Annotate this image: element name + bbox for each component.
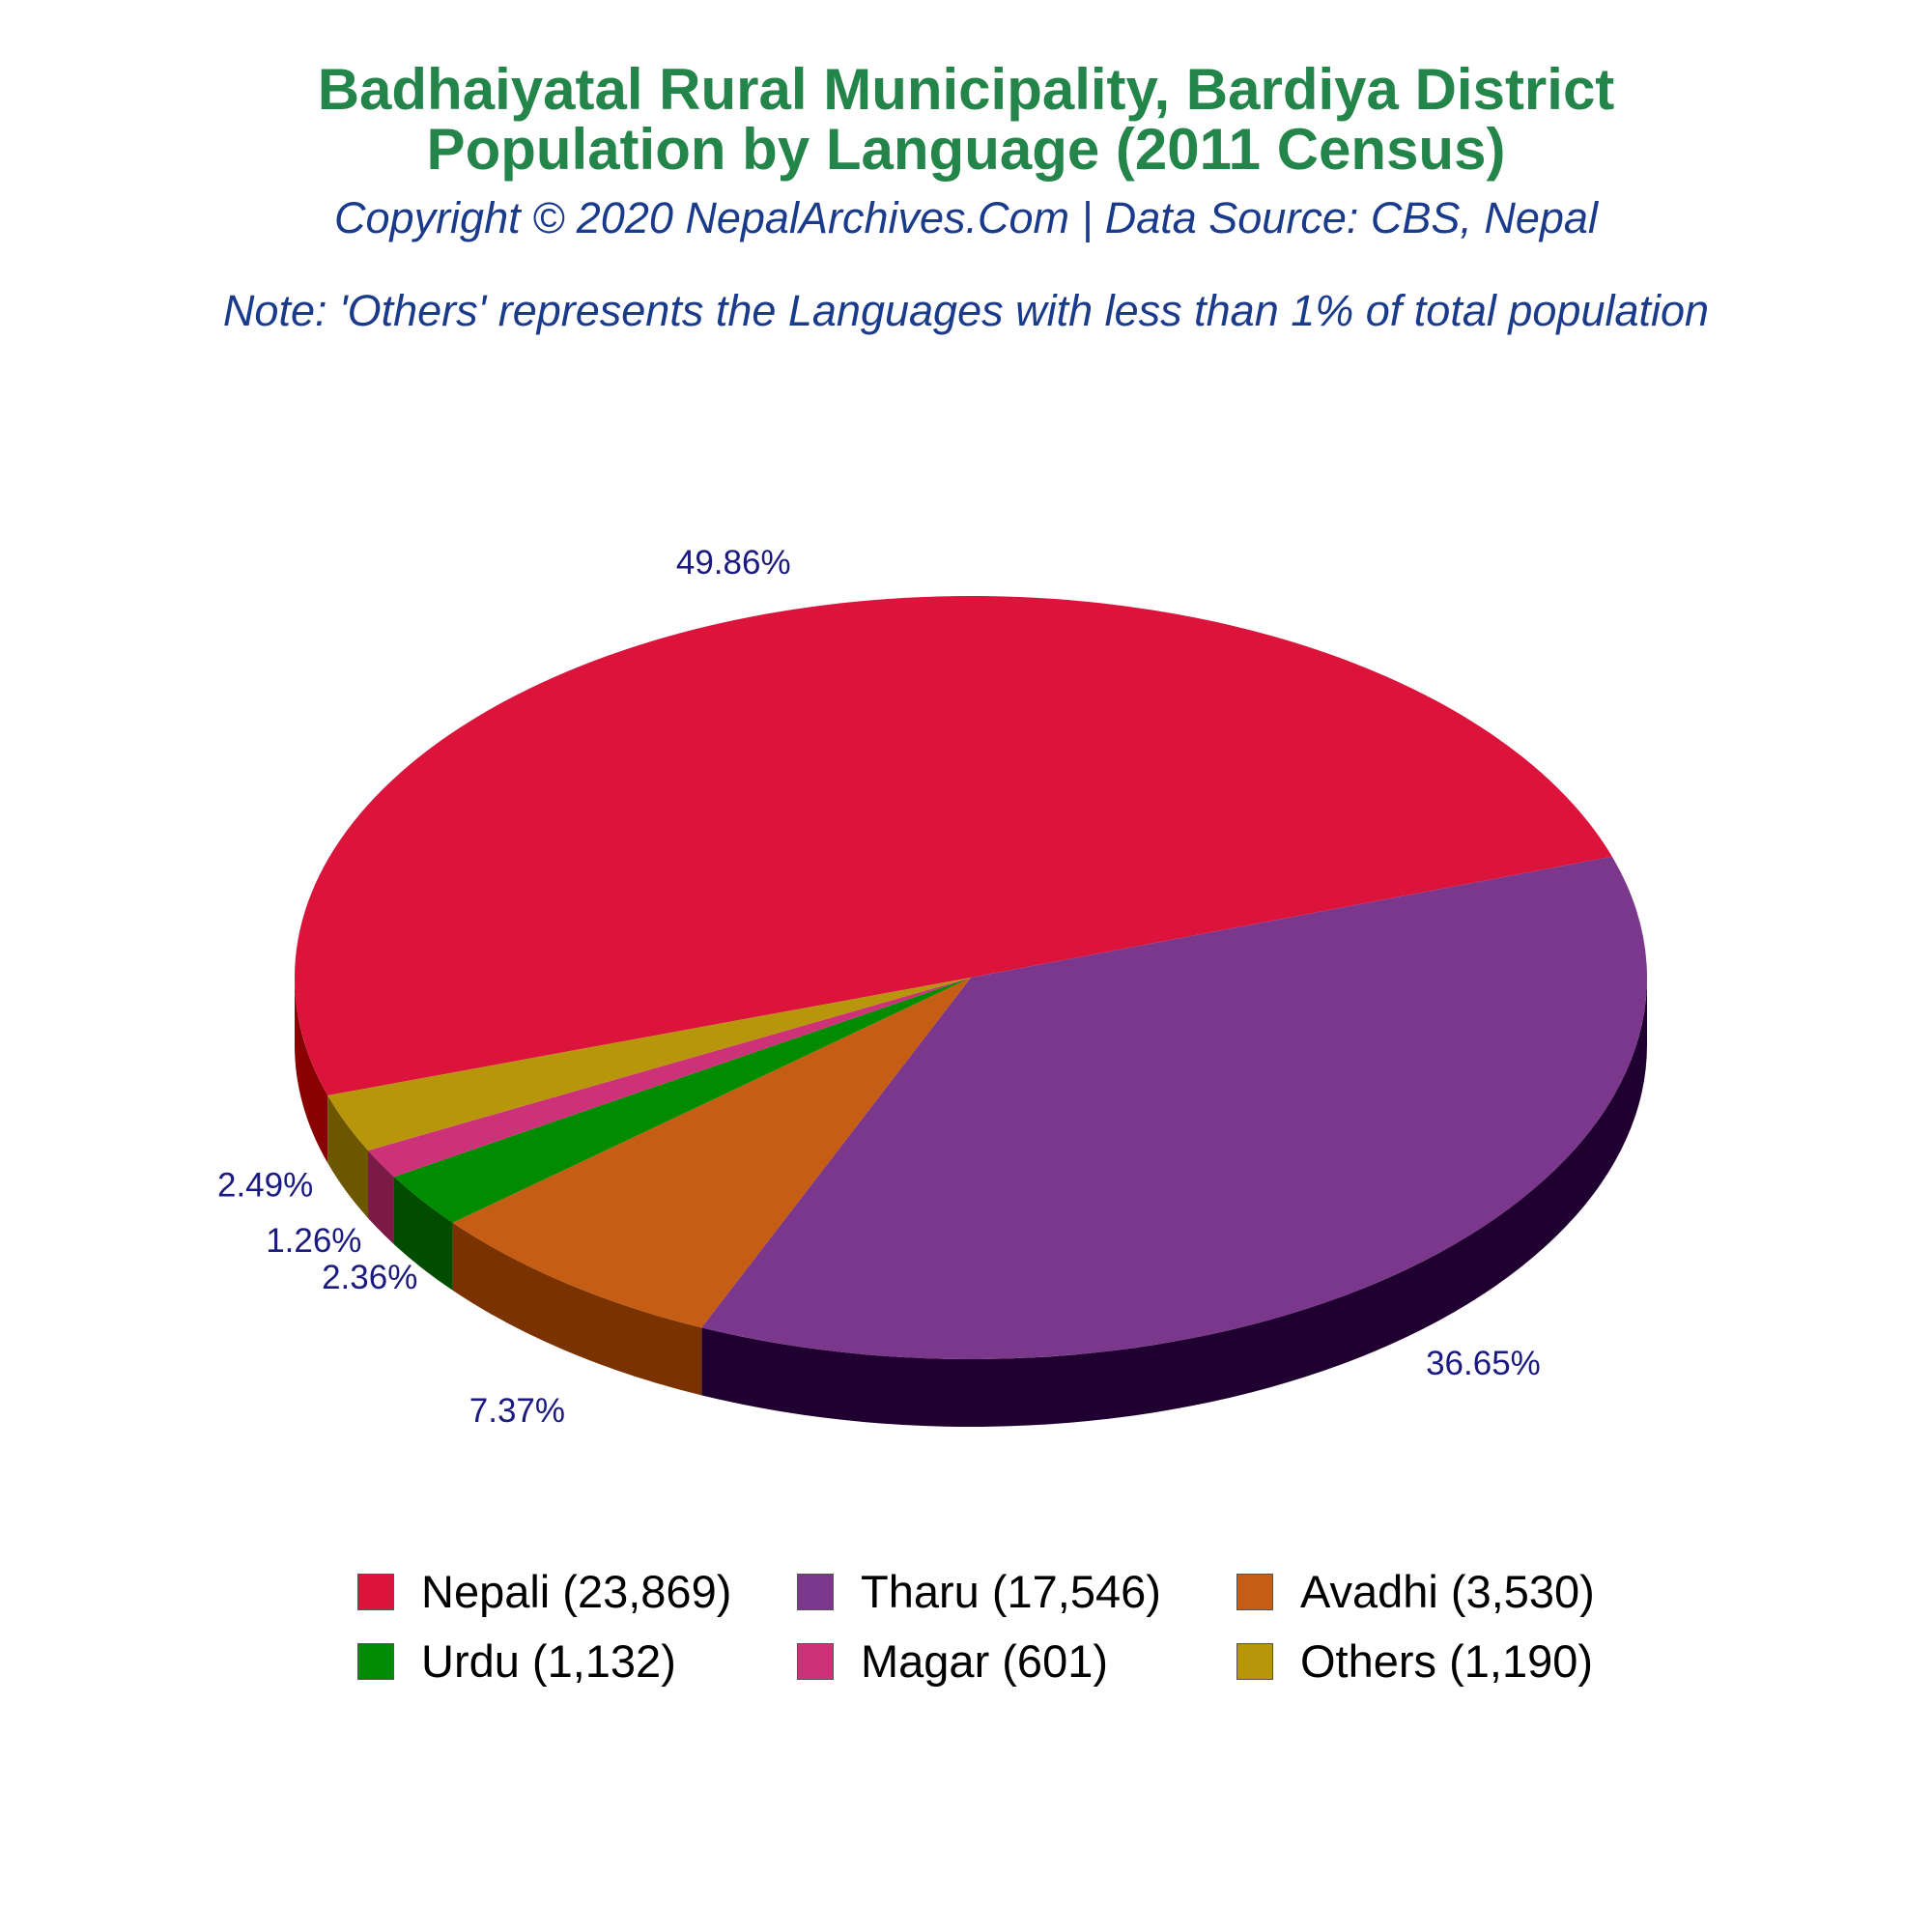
legend-swatch [797, 1642, 834, 1680]
legend-item-avadhi: Avadhi (3,530) [1236, 1565, 1595, 1618]
chart-title-line1: Badhaiyatal Rural Municipality, Bardiya … [317, 57, 1615, 122]
pie-side-nepali [295, 978, 328, 1164]
pie-slice-others [327, 978, 971, 1151]
pie-side-urdu [393, 1177, 453, 1291]
pie-side-tharu [701, 978, 1647, 1427]
pie-slice-nepali [295, 596, 1612, 1096]
pie-label-urdu: 2.36% [322, 1259, 417, 1296]
legend-label: Magar (601) [861, 1635, 1108, 1687]
copyright-text: Copyright © 2020 NepalArchives.Com | Dat… [334, 193, 1598, 242]
pie-slices [295, 596, 1647, 1359]
pie-sides [295, 978, 1647, 1427]
legend-swatch [1236, 1642, 1273, 1680]
legend-label: Tharu (17,546) [861, 1566, 1161, 1617]
chart-title-line2: Population by Language (2011 Census) [426, 117, 1506, 182]
legend-item-tharu: Tharu (17,546) [797, 1565, 1161, 1618]
legend-label: Nepali (23,869) [421, 1566, 732, 1617]
pie-side-magar [368, 1151, 394, 1245]
legend-label: Others (1,190) [1300, 1635, 1594, 1687]
legend-swatch [797, 1573, 834, 1610]
legend-item-others: Others (1,190) [1236, 1634, 1593, 1688]
pie-label-avadhi: 7.37% [469, 1392, 565, 1430]
legend-item-urdu: Urdu (1,132) [357, 1634, 676, 1688]
pie-label-others: 2.49% [217, 1166, 313, 1204]
pie-slice-magar [368, 978, 971, 1178]
legend-label: Avadhi (3,530) [1300, 1566, 1595, 1617]
legend-label: Urdu (1,132) [421, 1635, 676, 1687]
pie-slice-avadhi [452, 978, 972, 1328]
pie-side-others [327, 1095, 369, 1219]
legend-item-nepali: Nepali (23,869) [357, 1565, 731, 1618]
legend-swatch [357, 1573, 394, 1610]
pie-labels: 49.86% 36.65% 7.37% 2.36%1.26% 2.49% [217, 544, 1541, 1430]
pie-slice-tharu [701, 856, 1647, 1359]
legend-swatch [357, 1642, 394, 1680]
pie-side-avadhi [452, 1222, 702, 1396]
note-text: Note: 'Others' represents the Languages … [222, 286, 1710, 335]
legend-swatch [1236, 1573, 1273, 1610]
pie-label-magar: 1.26% [266, 1222, 361, 1260]
pie-slice-urdu [393, 978, 972, 1223]
legend-item-magar: Magar (601) [797, 1634, 1108, 1688]
pie-label-nepali: 49.86% [676, 544, 791, 582]
pie-label-tharu: 36.65% [1426, 1345, 1541, 1382]
